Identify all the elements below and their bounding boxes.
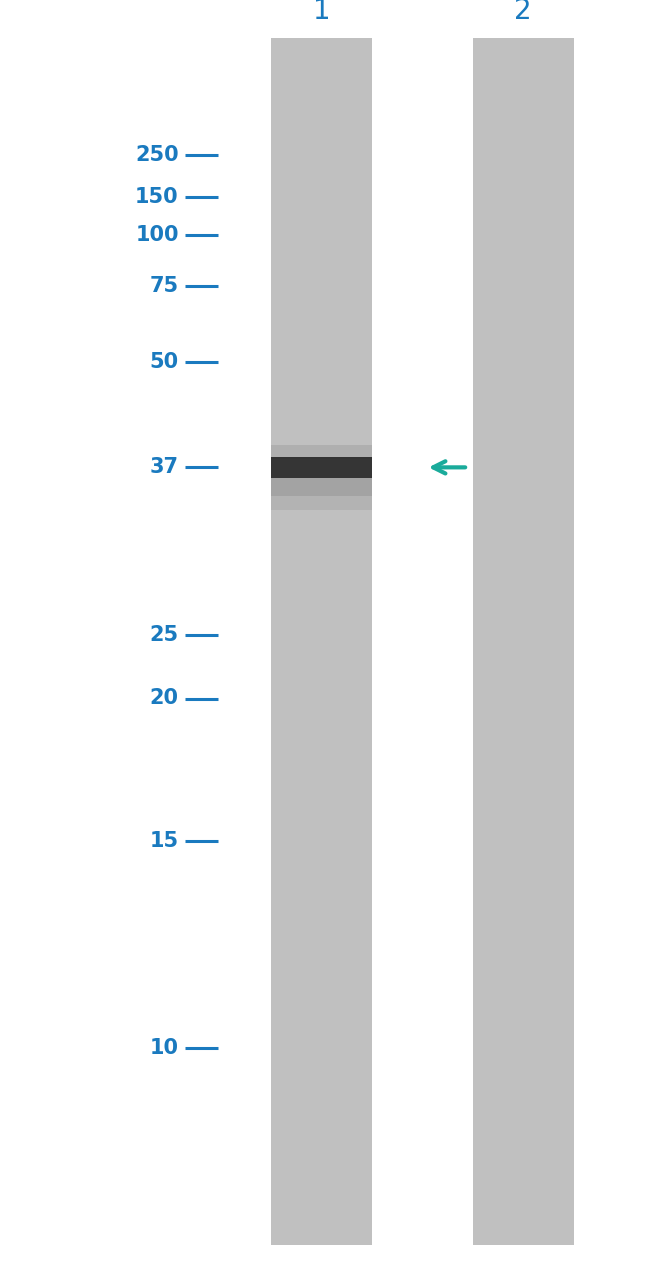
- Text: 50: 50: [150, 352, 179, 372]
- Bar: [272, 38, 372, 1245]
- Bar: [272, 495, 372, 511]
- Text: 250: 250: [135, 145, 179, 165]
- Text: 100: 100: [135, 225, 179, 245]
- Text: 37: 37: [150, 457, 179, 478]
- Text: 10: 10: [150, 1038, 179, 1058]
- Bar: [473, 38, 573, 1245]
- Text: 15: 15: [150, 831, 179, 851]
- Text: 150: 150: [135, 187, 179, 207]
- Bar: [272, 478, 372, 495]
- Text: 25: 25: [150, 625, 179, 645]
- Text: 2: 2: [514, 0, 532, 25]
- Bar: [272, 457, 372, 478]
- Bar: [272, 444, 372, 460]
- Text: 20: 20: [150, 688, 179, 709]
- Text: 75: 75: [150, 276, 179, 296]
- Text: 1: 1: [313, 0, 331, 25]
